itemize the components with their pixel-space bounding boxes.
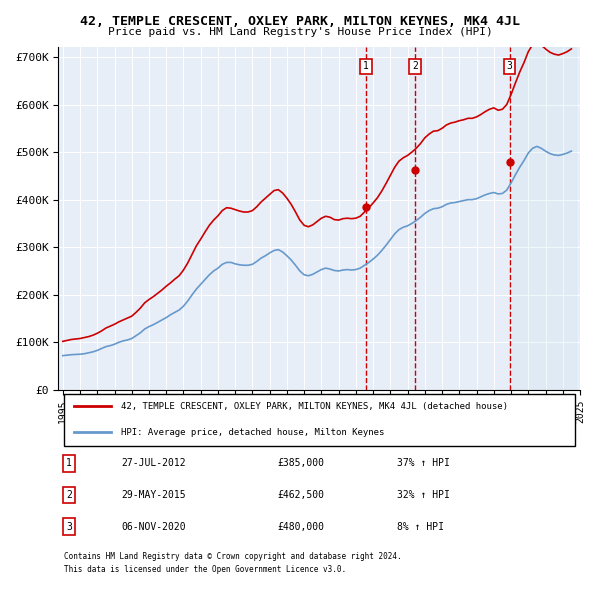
Text: £462,500: £462,500 [278, 490, 325, 500]
Text: Price paid vs. HM Land Registry's House Price Index (HPI): Price paid vs. HM Land Registry's House … [107, 27, 493, 37]
Text: 29-MAY-2015: 29-MAY-2015 [121, 490, 185, 500]
Bar [509, 47, 575, 390]
Text: 06-NOV-2020: 06-NOV-2020 [121, 522, 185, 532]
Text: 3: 3 [66, 522, 72, 532]
Text: 8% ↑ HPI: 8% ↑ HPI [397, 522, 445, 532]
Text: £480,000: £480,000 [278, 522, 325, 532]
Text: 1: 1 [66, 458, 72, 468]
Text: £385,000: £385,000 [278, 458, 325, 468]
Text: 32% ↑ HPI: 32% ↑ HPI [397, 490, 451, 500]
Text: This data is licensed under the Open Government Licence v3.0.: This data is licensed under the Open Gov… [64, 565, 346, 574]
Text: 2: 2 [412, 61, 418, 71]
Text: Contains HM Land Registry data © Crown copyright and database right 2024.: Contains HM Land Registry data © Crown c… [64, 552, 401, 560]
Text: 27-JUL-2012: 27-JUL-2012 [121, 458, 185, 468]
Text: 37% ↑ HPI: 37% ↑ HPI [397, 458, 451, 468]
Text: 1: 1 [363, 61, 369, 71]
Text: 42, TEMPLE CRESCENT, OXLEY PARK, MILTON KEYNES, MK4 4JL: 42, TEMPLE CRESCENT, OXLEY PARK, MILTON … [80, 15, 520, 28]
Text: 2: 2 [66, 490, 72, 500]
Text: HPI: Average price, detached house, Milton Keynes: HPI: Average price, detached house, Milt… [121, 428, 385, 437]
Text: 42, TEMPLE CRESCENT, OXLEY PARK, MILTON KEYNES, MK4 4JL (detached house): 42, TEMPLE CRESCENT, OXLEY PARK, MILTON … [121, 402, 508, 411]
FancyBboxPatch shape [64, 394, 575, 446]
Text: 3: 3 [506, 61, 512, 71]
